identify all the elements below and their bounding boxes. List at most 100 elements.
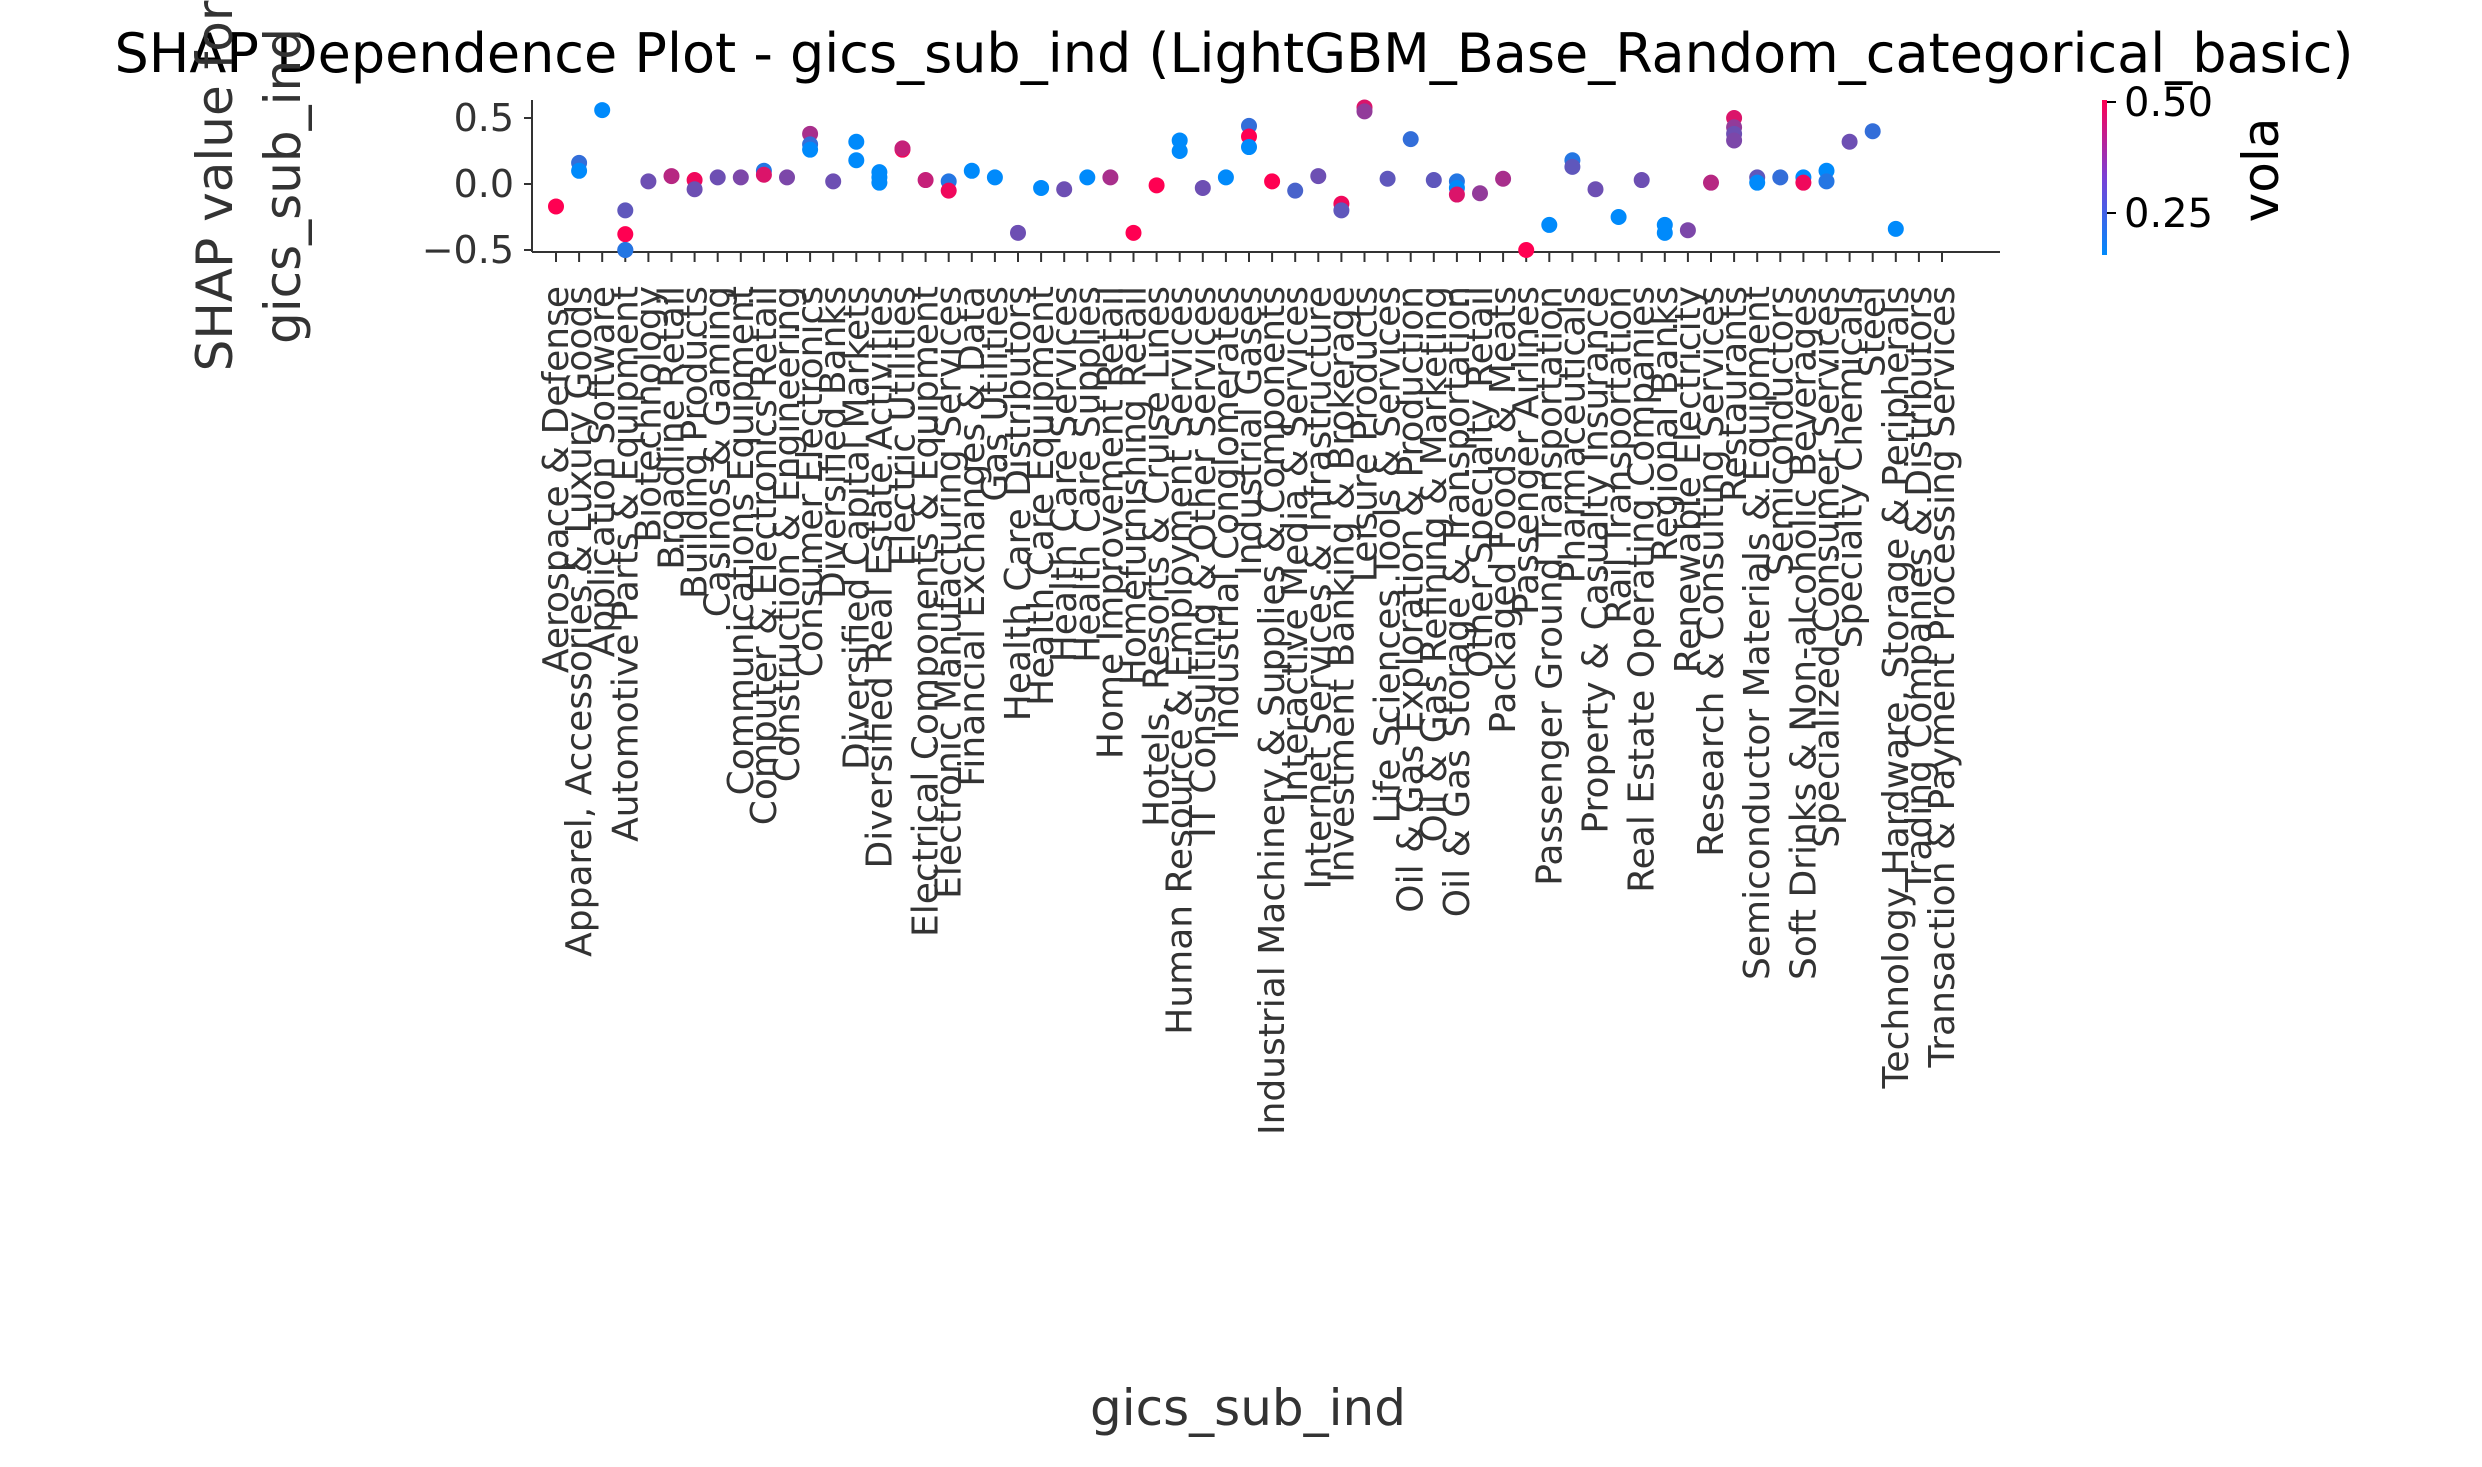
x-tick-label: Electric Utilities — [883, 286, 924, 566]
scatter-point — [1102, 169, 1119, 186]
x-tick-label: Hotels, Resorts & Cruise Lines — [1137, 286, 1178, 827]
scatter-point — [848, 152, 865, 169]
x-tick-label: Technology Hardware, Storage & Periphera… — [1876, 286, 1917, 1089]
y-tick-label: 0.5 — [454, 96, 514, 140]
scatter-point — [1587, 181, 1604, 198]
scatter-point — [1518, 242, 1535, 258]
x-tick-label: Other Specialty Retail — [1460, 286, 1501, 678]
x-tick-label: Diversified Real Estate Activities — [859, 286, 900, 869]
scatter-point — [617, 242, 634, 258]
scatter-point — [940, 182, 957, 199]
y-tick-label: −0.5 — [422, 228, 514, 272]
scatter-point — [1310, 168, 1327, 185]
x-tick-label: Oil & Gas Storage & Transportation — [1437, 286, 1478, 917]
scatter-point — [1887, 220, 1904, 237]
x-tick-label: Home Improvement Retail — [1090, 286, 1131, 759]
y-tick-label: 0.0 — [454, 162, 514, 206]
x-tick-label: Diversified Capital Markets — [836, 286, 877, 770]
x-tick-label: Oil & Gas Exploration & Production — [1391, 286, 1432, 913]
scatter-point — [755, 166, 772, 183]
scatter-point — [1472, 185, 1488, 202]
scatter-point — [871, 174, 888, 191]
scatter-point — [1448, 186, 1465, 203]
scatter-point — [709, 169, 726, 186]
x-tick-label: Semiconductor Materials & Equipment — [1737, 286, 1778, 980]
scatter-point — [1379, 170, 1396, 187]
x-tick-label: Specialized Consumer Services — [1807, 286, 1848, 848]
x-tick-label: Human Resource & Employment Services — [1160, 286, 1201, 1035]
x-tick-label: Computer & Electronics Retail — [744, 286, 785, 825]
x-tick-label: Rail Transportation — [1599, 286, 1640, 624]
x-tick-label: Apparel, Accessories & Luxury Goods — [559, 286, 600, 957]
x-tick-label: Passenger Ground Transportation — [1529, 286, 1570, 886]
x-tick-label: Semiconductors — [1760, 286, 1801, 576]
x-tick-label: Communications Equipment — [721, 286, 762, 795]
chart-title: SHAP Dependence Plot - gics_sub_ind (Lig… — [115, 22, 2354, 85]
x-tick-label: Internet Services & Infrastructure — [1298, 286, 1339, 890]
scatter-point — [963, 162, 980, 179]
colorbar-ticks: 0.50 0.25 — [2107, 80, 2213, 237]
x-tick-label: Diversified Banks — [813, 286, 854, 599]
scatter-point — [1679, 222, 1696, 239]
x-tick-label: IT Consulting & Other Services — [1183, 286, 1224, 838]
scatter-point — [986, 169, 1003, 186]
scatter-point — [1079, 169, 1096, 186]
x-tick-label: Investment Banking & Brokerage — [1321, 286, 1362, 883]
x-tick-label: Restaurants — [1714, 286, 1755, 502]
scatter-point — [1749, 174, 1766, 191]
scatter-point — [686, 181, 703, 198]
x-tick-label: Packaged Foods & Meats — [1483, 286, 1524, 734]
x-axis-label: gics_sub_ind — [1090, 1379, 1406, 1437]
scatter-point — [894, 140, 911, 157]
scatter-point — [1656, 224, 1673, 241]
scatter-point — [1241, 139, 1257, 156]
x-tick-label: Automotive Parts & Equipment — [605, 286, 646, 842]
scatter-point — [1402, 131, 1419, 148]
scatter-point — [848, 133, 865, 150]
x-tick-label: Health Care Equipment — [1021, 286, 1062, 706]
y-axis-label-line-1: SHAP value for — [186, 0, 244, 371]
scatter-point — [1356, 103, 1373, 120]
y-axis-ticks: 0.5 0.0 −0.5 — [422, 96, 532, 272]
scatter-point — [1010, 224, 1026, 241]
scatter-point — [1287, 182, 1304, 199]
x-tick-label: Industrial Conglomerates — [1206, 286, 1247, 740]
scatter-point — [1125, 224, 1142, 241]
scatter-point — [825, 173, 842, 190]
x-tick-label: Passenger Airlines — [1506, 286, 1547, 615]
x-tick-label: Application Software — [582, 286, 623, 657]
scatter-point — [1495, 170, 1512, 187]
scatter-point — [1772, 169, 1789, 186]
scatter-point — [1194, 179, 1211, 196]
x-tick-label: Industrial Gases — [1229, 286, 1270, 576]
x-tick-label: Regional Banks — [1645, 286, 1686, 562]
x-tick-label: Soft Drinks & Non-alcoholic Beverages — [1783, 286, 1824, 980]
scatter-point — [1425, 172, 1442, 189]
scatter-point — [1633, 172, 1650, 189]
x-tick-label: Electronic Manufacturing Services — [929, 286, 970, 899]
x-tick-label: Construction & Engineering — [767, 286, 808, 782]
scatter-point — [1564, 158, 1581, 175]
scatter-point — [1056, 181, 1073, 198]
scatter-point — [1333, 202, 1350, 219]
x-tick-label: Specialty Chemicals — [1830, 286, 1871, 648]
x-tick-label: Transaction & Payment Processing Service… — [1922, 286, 1963, 1068]
scatter-points — [548, 99, 1904, 258]
x-tick-label: Oil & Gas Refining & Marketing — [1414, 286, 1455, 843]
scatter-point — [917, 172, 934, 189]
scatter-point — [571, 162, 588, 179]
x-tick-label: Electrical Components & Equipment — [906, 286, 947, 937]
x-tick-label: Research & Consulting Services — [1691, 286, 1732, 857]
x-tick-label: Pharmaceuticals — [1552, 286, 1593, 583]
colorbar-label: vola — [2232, 118, 2290, 223]
scatter-point — [663, 168, 680, 185]
scatter-point — [1864, 123, 1881, 140]
x-tick-label: Life Sciences Tools & Services — [1368, 286, 1409, 824]
x-tick-label: Steel — [1853, 286, 1894, 377]
x-tick-label: Health Care Services — [1044, 286, 1085, 662]
y-axis-label-line-2: gics_sub_ind — [254, 28, 312, 344]
colorbar-tick-label: 0.50 — [2124, 80, 2213, 126]
scatter-point — [594, 102, 611, 119]
